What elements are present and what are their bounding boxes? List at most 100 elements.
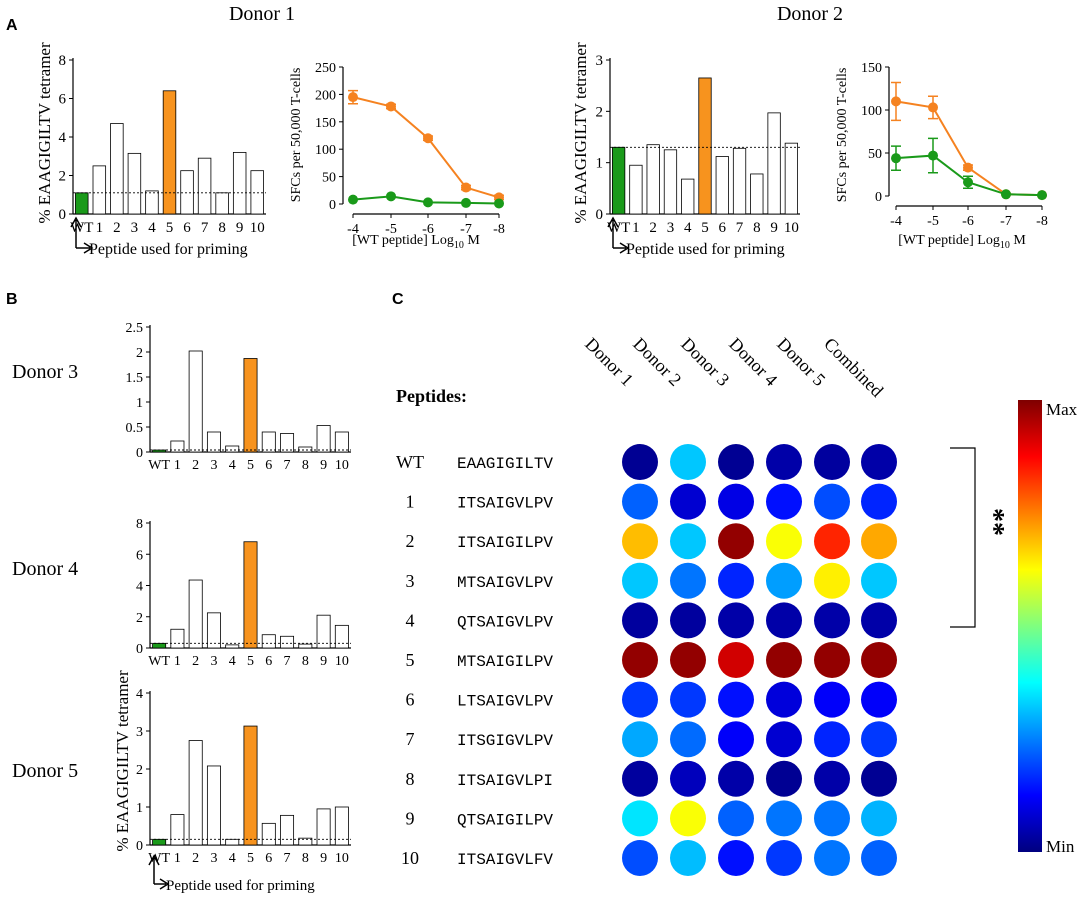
donor2-series-orange-point [963,162,973,173]
donor3-xtick-label: 8 [302,458,309,473]
donor2-line-xtick-label: -8 [1036,214,1048,229]
heat-cell [814,602,850,639]
heat-cell [670,602,706,639]
donor5-bar-3 [206,765,221,846]
donor1-series-orange-point [461,182,471,193]
heat-cell [814,562,850,599]
donor1-xtick-label: 1 [96,220,104,236]
donor5-corner-arrow [148,854,170,890]
colorbar [1018,400,1042,852]
donor2-line-ytick-label: 100 [861,104,882,119]
donor5-bar-4 [225,838,240,846]
donor5-xtick-label: 8 [302,851,309,866]
heat-cell [766,523,802,560]
heat-column-label-5: Combined [820,334,887,401]
donor4-ytick-label: 0 [136,642,143,657]
donor3-bar-chart: 00.511.522.5WT 1 2 3 4 5 6 7 8 9 10 [126,321,351,473]
donor2-xtick-label: 2 [649,220,657,236]
heat-cell [670,721,706,758]
donor1-ytick-label: 0 [59,207,67,223]
heat-cell [814,483,850,520]
donor5-xtick-label: WT [148,851,170,866]
heat-cell [766,602,802,639]
donor1-line-ytick-label: 100 [315,143,336,158]
heat-cell [622,562,658,599]
donor1-line-ytick-label: 250 [315,61,336,76]
donor1-bar-4 [145,190,159,215]
donor1-line-xtick-label: -8 [493,222,505,237]
donor5-xtick-label: 6 [265,851,272,866]
heat-cell [766,562,802,599]
donor2-line-xlabel: [WT peptide] Log10 M [898,233,1026,251]
heat-row-id: WT [396,452,424,472]
heat-row-id: 8 [406,769,415,789]
heat-cell [622,721,658,758]
panel-label-c: C [392,291,404,308]
heat-cell [861,483,897,520]
heat-row-sequence: ITSGIGVLPV [457,732,553,750]
heat-column-label-4: Donor 5 [773,334,829,390]
heat-row-id: 5 [406,650,415,670]
heat-row-sequence: EAAGIGILTV [457,455,553,473]
heat-row-sequence: MTSAIGILPV [457,653,553,671]
donor4-bar-3 [206,612,221,649]
heat-cell [861,800,897,837]
donor4-xtick-label: WT [148,654,170,669]
donor2-bar-5 [698,77,712,215]
donor1-series-green-point [461,197,471,208]
heat-cell [861,840,897,876]
donor3-ytick-label: 0.5 [126,421,144,436]
donor2-xtick-label: 8 [753,220,761,236]
donor4-xtick-label: 8 [302,654,309,669]
donor3-xtick-label: 3 [210,458,217,473]
donor5-xtick-label: 7 [284,851,291,866]
donor2-line-xtick-label: -5 [927,214,939,229]
donor2-xtick-label: 6 [719,220,727,236]
donor2-bar-9 [767,112,781,215]
panel-label-b: B [6,291,18,308]
heat-cell [861,681,897,718]
donor1-title: Donor 1 [229,3,295,25]
donor5-ytick-label: 0 [136,839,143,854]
donor3-xtick-label: 1 [174,458,181,473]
donor2-xtick-label: 7 [736,220,744,236]
heat-column-label-3: Donor 4 [725,334,781,390]
heat-cell [861,760,897,797]
donor4-bar-WT [152,642,167,649]
heat-cell [718,444,754,480]
donor1-ytick-label: 2 [59,169,67,185]
heat-cell [766,840,802,876]
heat-cell [670,444,706,480]
donor2-xtick-label: 3 [667,220,675,236]
peptides-title: Peptides: [396,386,467,406]
donor2-line-ytick-label: 50 [868,147,882,162]
donor5-xtick-label: 4 [229,851,236,866]
donor3-bar-4 [225,445,240,453]
heat-row-id: 4 [406,610,415,630]
donor1-bar-9 [232,151,247,215]
donor2-line-ytick-label: 0 [875,190,882,205]
donor3-bar-1 [170,440,185,453]
donor5-xtick-label: 10 [335,851,349,866]
donor1-series-green-point [423,197,433,208]
donor1-series-green-point [494,198,504,209]
significance-stars: ** [978,508,1009,536]
donor1-line-ylabel: SFCs per 50,000 T-cells [289,68,304,203]
colorbar-min-label: Min [1046,837,1075,856]
donor5-bar-8 [298,837,313,846]
donor1-bar-2 [110,123,124,215]
donor4-title: Donor 4 [12,558,78,580]
donor1-xtick-label: 2 [113,220,121,236]
heat-cell [622,523,658,560]
heat-row-id: 9 [406,808,415,828]
donor2-xtick-label: 10 [784,220,799,236]
donor2-line-ylabel: SFCs per 50,000 T-cells [835,68,850,203]
donor1-xtick-label: 5 [166,220,174,236]
donor3-xtick-label: 6 [265,458,272,473]
donor2-series-green-point [928,150,938,161]
donor2-series-orange-point [891,96,901,107]
heat-cell [766,760,802,797]
donor1-xtick-label: 9 [236,220,244,236]
donor2-xtick-label: 9 [770,220,778,236]
